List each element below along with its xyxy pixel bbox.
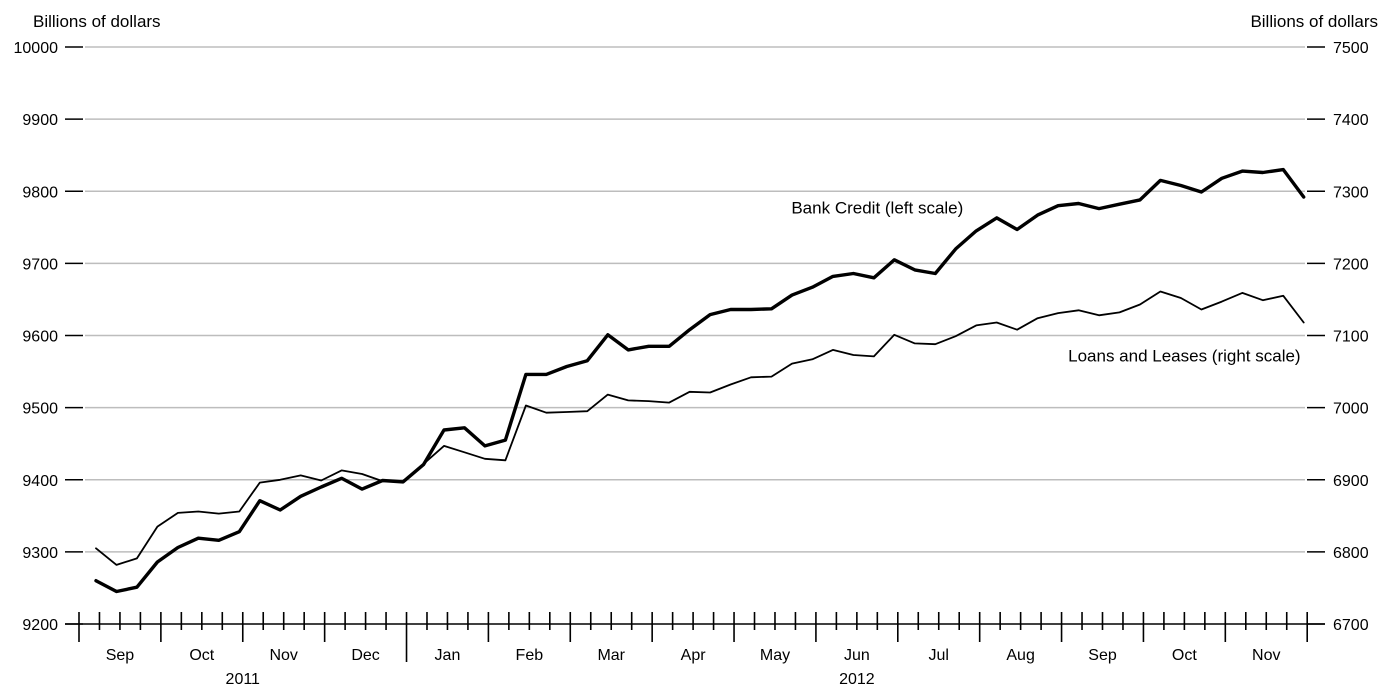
right-axis-title: Billions of dollars [1250,12,1378,31]
right-tick-label: 6800 [1333,545,1369,562]
right-tick-label: 7500 [1333,40,1369,57]
month-label: May [760,647,790,664]
left-tick-label: 9200 [22,617,58,634]
year-label: 2011 [226,671,261,687]
gridlines [85,46,1305,553]
left-tick-label: 10000 [14,40,59,57]
month-label: Apr [681,647,707,664]
month-label: Nov [269,647,297,664]
left-tick-label: 9700 [22,256,58,273]
month-label: Nov [1252,647,1280,664]
labels: 9200 9300 9400 9500 9600 9700 9800 9900 10000 670… [14,40,1369,687]
month-label: Feb [516,647,544,664]
loans-and-leases-line [95,290,1305,566]
month-label: Dec [351,647,379,664]
year-label: 2012 [839,671,875,687]
left-axis-title: Billions of dollars [33,12,161,31]
series-lines [94,167,1306,594]
right-tick-label: 7000 [1333,401,1369,418]
month-label: Oct [1172,647,1197,664]
axes [65,46,1325,662]
left-tick-label: 9400 [22,473,58,490]
month-label: Jul [929,647,949,664]
left-tick-label: 9300 [22,545,58,562]
left-tick-label: 9800 [22,184,58,201]
month-label: Oct [189,647,214,664]
left-tick-label: 9600 [22,329,58,346]
right-tick-label: 7100 [1333,329,1369,346]
bank-credit-label: Bank Credit (left scale) [791,199,963,218]
right-tick-label: 7200 [1333,256,1369,273]
right-tick-label: 6900 [1333,473,1369,490]
bank-credit-line [94,167,1306,594]
left-tick-label: 9500 [22,401,58,418]
loans-and-leases-label: Loans and Leases (right scale) [1068,347,1300,366]
right-tick-label: 7300 [1333,184,1369,201]
month-label: Sep [106,647,135,664]
month-label: Sep [1088,647,1117,664]
right-tick-label: 6700 [1333,617,1369,634]
left-tick-label: 9900 [22,112,58,129]
right-tick-label: 7400 [1333,112,1369,129]
month-label: Jan [435,647,461,664]
month-label: Jun [844,647,870,664]
month-label: Aug [1006,647,1034,664]
month-label: Mar [597,647,625,664]
